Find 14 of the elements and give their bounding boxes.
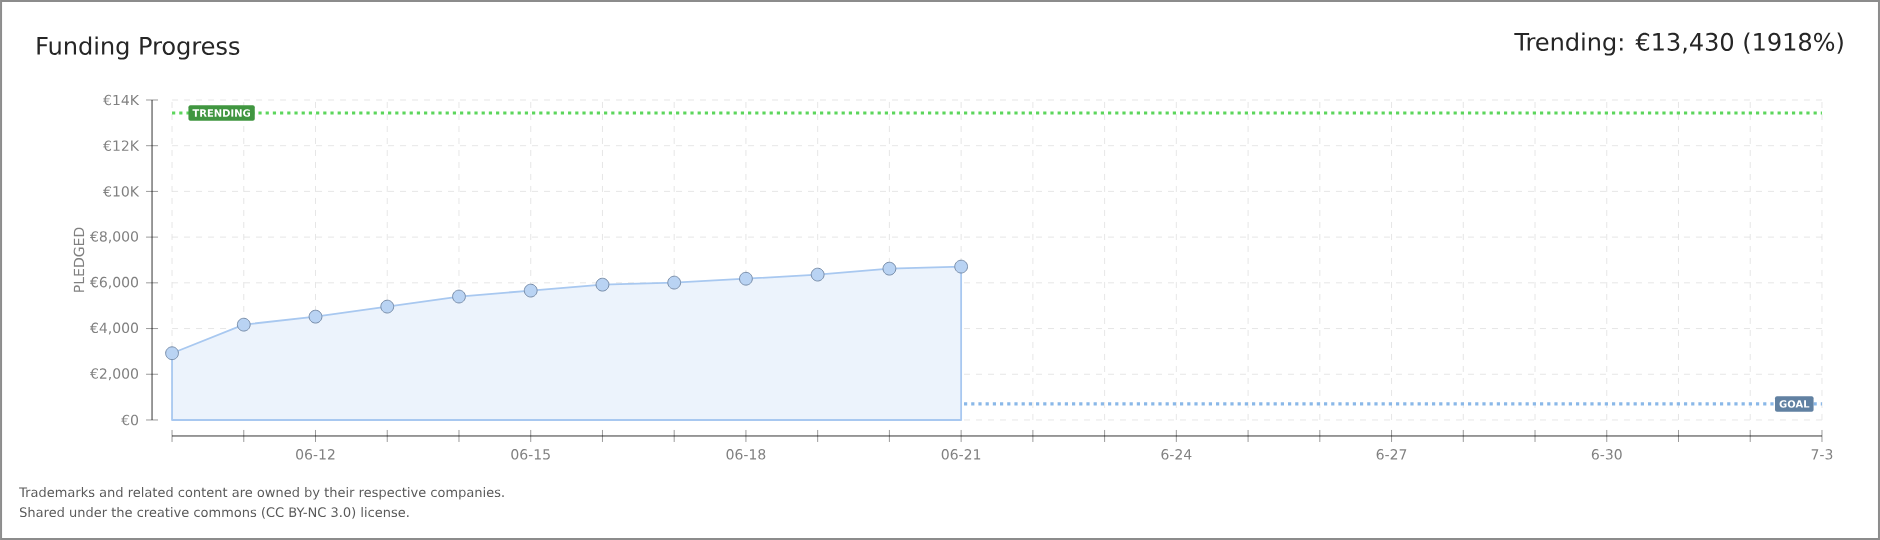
point <box>595 277 610 292</box>
point <box>882 261 897 276</box>
chart-subtitle: Trending: €13,430 (1918%) <box>1514 32 1843 56</box>
point <box>165 346 179 361</box>
point <box>954 259 969 274</box>
chart-title: Funding Progress <box>37 36 240 60</box>
point <box>236 317 251 332</box>
point <box>452 289 466 304</box>
point <box>667 275 682 290</box>
point <box>380 299 395 314</box>
point <box>739 271 753 286</box>
point <box>523 283 538 298</box>
point <box>810 267 825 282</box>
point <box>308 309 323 324</box>
